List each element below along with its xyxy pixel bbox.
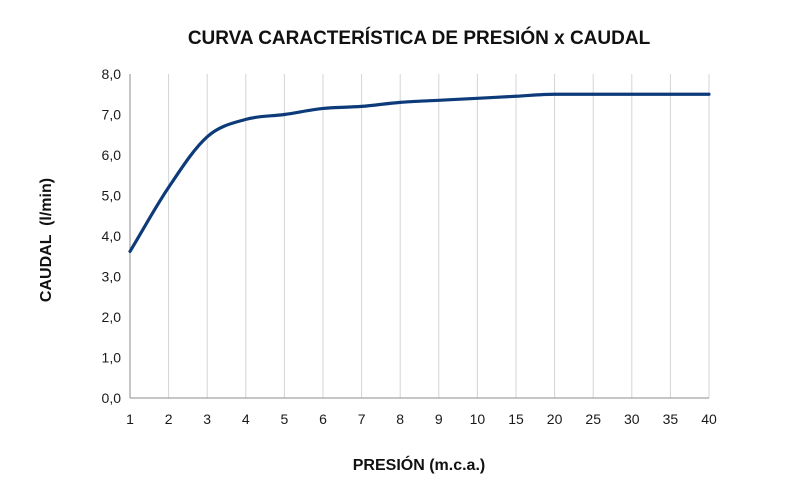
x-tick-label: 25 bbox=[585, 411, 601, 427]
x-tick-label: 7 bbox=[358, 411, 366, 427]
x-tick-label: 2 bbox=[165, 411, 173, 427]
y-tick-label: 7,0 bbox=[102, 107, 122, 123]
x-tick-label: 30 bbox=[624, 411, 640, 427]
series-lines bbox=[128, 92, 711, 253]
series-line bbox=[128, 92, 711, 253]
y-tick-label: 3,0 bbox=[102, 269, 122, 285]
x-tick-label: 35 bbox=[663, 411, 679, 427]
axes bbox=[129, 74, 709, 399]
chart-title: CURVA CARACTERÍSTICA DE PRESIÓN x CAUDAL bbox=[188, 27, 651, 49]
y-tick-labels: 0,0 1,0 2,0 3,0 4,0 5,0 6,0 7,0 8,0 bbox=[102, 66, 122, 406]
x-tick-label: 6 bbox=[319, 411, 327, 427]
y-tick-label: 8,0 bbox=[102, 66, 122, 82]
x-tick-label: 10 bbox=[470, 411, 486, 427]
x-tick-label: 8 bbox=[396, 411, 404, 427]
x-axis-label: PRESIÓN (m.c.a.) bbox=[353, 455, 485, 474]
x-tick-label: 4 bbox=[242, 411, 250, 427]
y-tick-label: 2,0 bbox=[102, 309, 122, 325]
y-tick-label: 5,0 bbox=[102, 188, 122, 204]
x-tick-label: 5 bbox=[281, 411, 289, 427]
x-tick-label: 15 bbox=[508, 411, 524, 427]
y-axis-label: CAUDAL (l/min) bbox=[38, 178, 55, 302]
y-tick-label: 4,0 bbox=[102, 228, 122, 244]
y-tick-label: 0,0 bbox=[102, 390, 122, 406]
x-tick-label: 9 bbox=[435, 411, 443, 427]
x-tick-labels: 1 2 3 4 5 6 7 8 9 10 15 20 25 30 35 40 bbox=[126, 411, 717, 427]
x-tick-label: 1 bbox=[126, 411, 134, 427]
gridlines bbox=[168, 74, 710, 398]
y-tick-label: 6,0 bbox=[102, 147, 122, 163]
x-tick-label: 3 bbox=[203, 411, 211, 427]
x-tick-label: 40 bbox=[701, 411, 717, 427]
y-tick-label: 1,0 bbox=[102, 350, 122, 366]
x-tick-label: 20 bbox=[547, 411, 563, 427]
